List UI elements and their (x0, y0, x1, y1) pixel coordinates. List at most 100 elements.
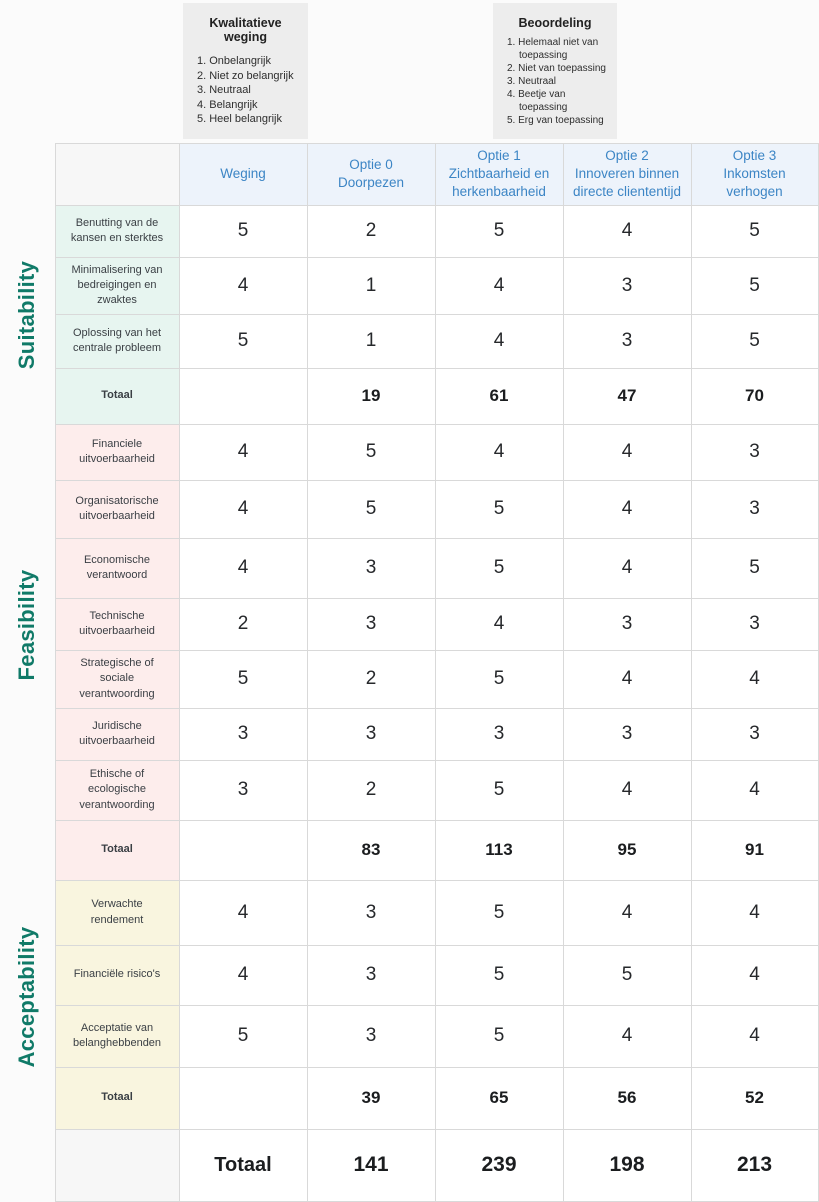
weging-cell-empty (178, 819, 308, 881)
legend-beoordeling: Beoordeling 1. Helemaal niet van toepass… (493, 3, 617, 139)
option-name: Optie 3 (732, 148, 777, 163)
column-header-optie-0: Optie 0 Doorpezen (306, 143, 436, 206)
section-total-cell: 65 (434, 1066, 564, 1130)
table-row: Economische verantwoord 4 3 5 4 5 (0, 537, 819, 599)
criteria-cell: Organisatorische uitvoerbaarheid (54, 479, 180, 539)
score-cell: 1 (306, 313, 436, 369)
legend-item: 4. Belangrijk (197, 98, 258, 111)
criteria-cell: Economische verantwoord (54, 537, 180, 599)
legend-item: 3. Neutraal (197, 84, 251, 97)
score-cell: 5 (690, 537, 819, 599)
score-cell: 3 (562, 707, 692, 761)
criteria-cell: Technische uitvoerbaarheid (54, 597, 180, 651)
score-cell: 3 (306, 707, 436, 761)
column-header-optie-1: Optie 1 Zichtbaarheid en herkenbaarheid (434, 143, 564, 206)
legend-item: 5. Heel belangrijk (197, 113, 282, 126)
column-header-optie-3: Optie 3 Inkomsten verhogen (690, 143, 819, 206)
weging-cell-empty (178, 1066, 308, 1130)
option-name: Optie 0 (349, 157, 393, 173)
weging-cell: 5 (178, 204, 308, 258)
section-total-label: Totaal (54, 819, 180, 881)
grand-total-cell: 198 (562, 1128, 692, 1202)
score-cell: 3 (306, 537, 436, 599)
score-cell: 4 (562, 537, 692, 599)
weging-cell: 4 (178, 256, 308, 315)
score-cell: 5 (434, 649, 564, 709)
legend-item: 1. Helemaal niet van toepassing (507, 37, 599, 61)
section-total-row: Totaal 83 113 95 91 (0, 819, 819, 881)
score-cell: 5 (690, 204, 819, 258)
score-cell: 5 (434, 204, 564, 258)
column-header-optie-2: Optie 2 Innoveren binnen directe clienten… (562, 143, 692, 206)
gutter-cell (0, 1129, 55, 1201)
criteria-cell: Strategische of sociale verantwoording (54, 649, 180, 709)
section-total-label: Totaal (54, 1066, 180, 1130)
score-cell: 3 (690, 423, 819, 481)
score-cell: 4 (562, 1004, 692, 1068)
score-cell: 4 (562, 423, 692, 481)
legend-item: 5. Erg van toepassing (507, 115, 604, 126)
score-cell: 5 (434, 944, 564, 1006)
section-total-row: Totaal 39 65 56 52 (0, 1066, 819, 1130)
weging-cell-empty (178, 367, 308, 425)
grand-total-cell: 239 (434, 1128, 564, 1202)
weging-cell: 2 (178, 597, 308, 651)
score-cell: 5 (434, 479, 564, 539)
section-total-cell: 70 (690, 367, 819, 425)
legend-item: 3. Neutraal (507, 76, 556, 87)
criteria-cell: Financiële risico's (54, 944, 180, 1006)
option-subtitle: Inkomsten verhogen (723, 166, 786, 200)
score-cell: 5 (434, 879, 564, 946)
grand-total-cell: 213 (690, 1128, 819, 1202)
section-total-cell: 52 (690, 1066, 819, 1130)
section-total-label: Totaal (54, 367, 180, 425)
criteria-cell: Juridische uitvoerbaarheid (54, 707, 180, 761)
sfa-matrix-table: Weging Optie 0 Doorpezen Optie 1 Zichtbaar… (0, 143, 819, 1202)
legend-item: 2. Niet zo belangrijk (197, 69, 294, 82)
score-cell: 4 (434, 256, 564, 315)
score-cell: 3 (306, 597, 436, 651)
table-row: Ethische of ecologische verantwoording 3… (0, 759, 819, 821)
score-cell: 5 (562, 944, 692, 1006)
weging-cell: 4 (178, 479, 308, 539)
score-cell: 4 (562, 479, 692, 539)
grand-total-label: Totaal (178, 1128, 308, 1202)
column-header-label: Weging (220, 166, 266, 182)
option-subtitle: Doorpezen (337, 175, 405, 191)
score-cell: 3 (690, 707, 819, 761)
score-cell: 4 (562, 649, 692, 709)
legend-item: 1. Onbelangrijk (197, 55, 271, 67)
score-cell: 4 (690, 759, 819, 821)
section-total-row: Totaal 19 61 47 70 (0, 367, 819, 425)
gutter-cell (0, 144, 55, 206)
score-cell: 3 (306, 944, 436, 1006)
legend-item: 2. Niet van toepassing (507, 63, 606, 74)
gutter-cell: Acceptability (0, 880, 55, 1129)
score-cell: 4 (562, 879, 692, 946)
score-cell: 2 (306, 759, 436, 821)
weging-cell: 4 (178, 879, 308, 946)
score-cell: 4 (690, 879, 819, 946)
option-subtitle: Zichtbaarheid en herkenbaarheid (448, 166, 550, 200)
gutter-cell: Feasibility (0, 424, 55, 880)
table-row: Financiële risico's 4 3 5 5 4 (0, 944, 819, 1006)
weging-cell: 3 (178, 759, 308, 821)
score-cell: 4 (434, 423, 564, 481)
table-row: Juridische uitvoerbaarheid 3 3 3 3 3 (0, 707, 819, 761)
weging-cell: 5 (178, 1004, 308, 1068)
score-cell: 4 (562, 204, 692, 258)
score-cell: 5 (690, 313, 819, 369)
score-cell: 4 (434, 313, 564, 369)
grand-total-row: Totaal 141 239 198 213 (0, 1128, 819, 1202)
section-total-cell: 47 (562, 367, 692, 425)
section-total-cell: 95 (562, 819, 692, 881)
score-cell: 3 (562, 313, 692, 369)
section-total-cell: 19 (306, 367, 436, 425)
score-cell: 5 (306, 423, 436, 481)
score-cell: 5 (434, 537, 564, 599)
score-cell: 3 (306, 879, 436, 946)
score-cell: 3 (306, 1004, 436, 1068)
option-subtitle: Innoveren binnen directe cliententijd (572, 166, 682, 200)
table-row: Suitability Benutting van de kansen en s… (0, 204, 819, 369)
corner-cell (54, 143, 180, 206)
